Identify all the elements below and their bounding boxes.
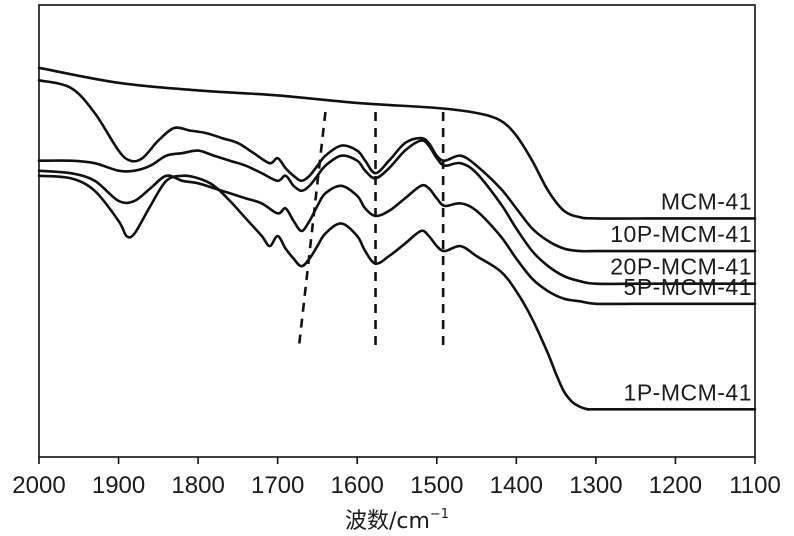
series-line-5p-mcm-41 [37, 169, 757, 306]
dashed-marker-line [297, 111, 327, 346]
x-tick-label: 1900 [92, 472, 145, 499]
series-label-20p-mcm-41: 20P-MCM-41 [610, 254, 752, 280]
x-tick-label: 1500 [410, 472, 463, 499]
series-lines [37, 66, 757, 411]
x-tick-label: 1600 [331, 472, 384, 499]
plot-frame [38, 4, 756, 458]
x-tick-label: 1400 [490, 472, 543, 499]
x-tick-label: 1100 [729, 472, 781, 499]
x-tick-label: 1300 [569, 472, 622, 499]
x-axis-title: 波数/cm−1 [345, 507, 449, 534]
dashed-marker-lines [297, 111, 445, 346]
series-label-1p-mcm-41: 1P-MCM-41 [624, 379, 752, 405]
x-tick-label: 1200 [649, 472, 702, 499]
x-tick-label: 1800 [171, 472, 224, 499]
series-line-10p-mcm-41 [37, 79, 757, 253]
x-axis-title-text: 波数/cm [345, 509, 430, 534]
series-line-20p-mcm-41 [37, 139, 757, 286]
x-axis-title-superscript: −1 [430, 507, 449, 522]
series-line-mcm-41 [37, 66, 757, 220]
series-line-1p-mcm-41 [37, 174, 757, 411]
series-label-5p-mcm-41: 5P-MCM-41 [624, 274, 752, 300]
x-tick-label: 1700 [251, 472, 304, 499]
x-tick-label: 2000 [12, 472, 65, 499]
series-label-10p-mcm-41: 10P-MCM-41 [610, 221, 752, 247]
series-label-mcm-41: MCM-41 [661, 188, 752, 214]
x-axis: 2000 1900 1800 1700 1600 1500 1400 1300 1200 1100 [12, 457, 781, 499]
